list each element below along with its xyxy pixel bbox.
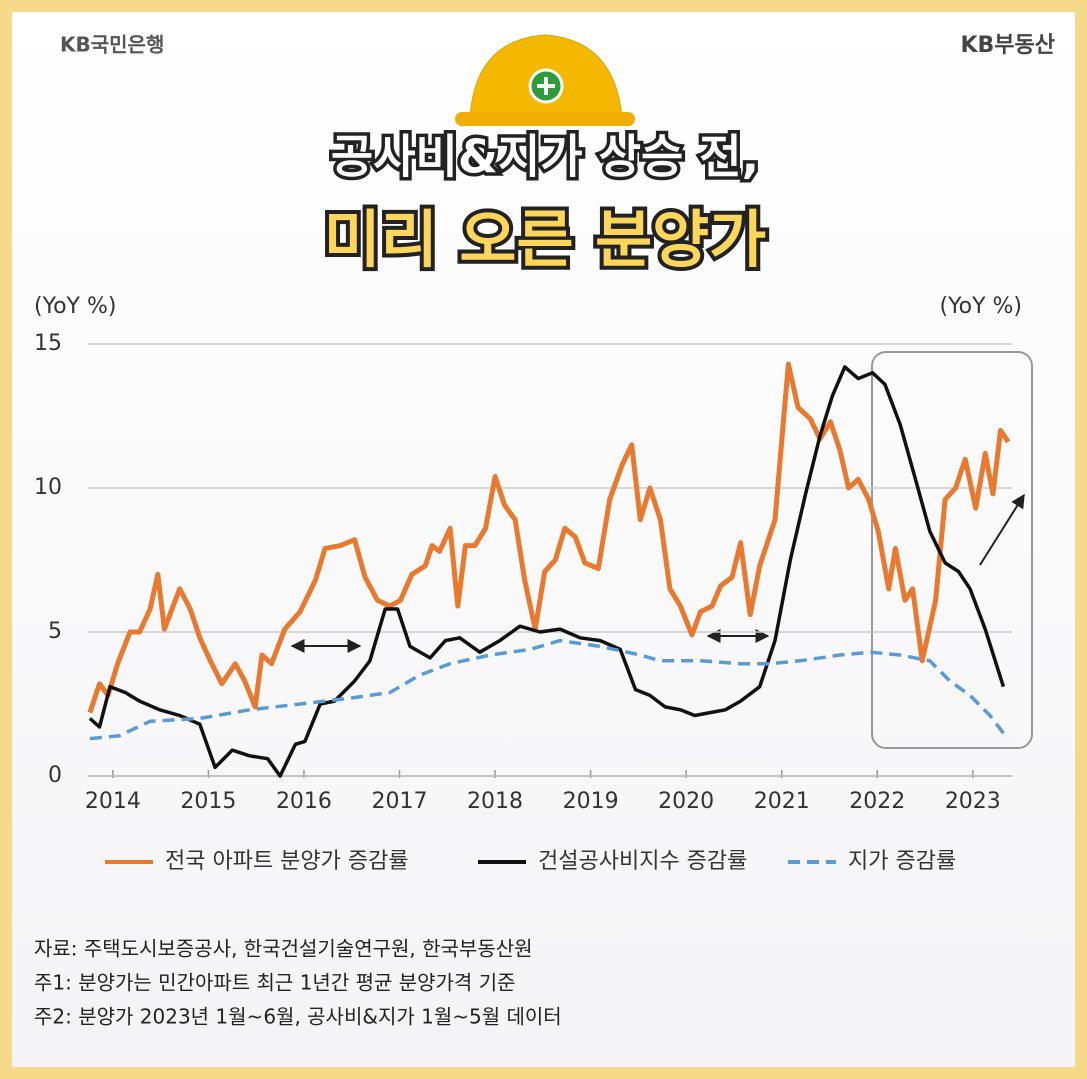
note: 주1: 분양가는 민간아파트 최근 1년간 평균 분양가격 기준 <box>34 971 516 995</box>
x-tick-label: 2020 <box>658 789 714 814</box>
note: 자료: 주택도시보증공사, 한국건설기술연구원, 한국부동산원 <box>34 937 533 961</box>
title-line2: 미리 오른 분양가 <box>324 203 766 276</box>
y-tick-label: 0 <box>48 763 62 788</box>
x-tick-label: 2021 <box>754 789 810 814</box>
series-line <box>89 638 1007 741</box>
legend-label: 전국 아파트 분양가 증감률 <box>165 849 409 874</box>
x-tick-label: 2019 <box>563 789 619 814</box>
rise-arrow <box>979 493 1025 566</box>
legend-label: 건설공사비지수 증감률 <box>538 849 747 874</box>
x-tick-label: 2017 <box>372 789 428 814</box>
x-tick-label: 2016 <box>276 789 332 814</box>
x-tick-label: 2022 <box>849 789 905 814</box>
plus-sign <box>537 77 555 95</box>
series-line <box>87 361 1011 714</box>
chart: 0 5 10 15 2014 2015 2016 2017 2018 2019 2020 2021 20… <box>34 331 1012 874</box>
y-tick-label: 15 <box>34 331 62 356</box>
note: 주2: 분양가 2023년 1월~6월, 공사비&지가 1월~5월 데이터 <box>34 1005 562 1029</box>
helmet-brim <box>455 112 635 126</box>
y2-axis-label: (YoY %) <box>940 294 1022 319</box>
brand-left: KB국민은행 <box>60 33 164 57</box>
panel <box>12 12 1075 1067</box>
highlight-box <box>871 351 1033 749</box>
x-tick-label: 2018 <box>467 789 523 814</box>
x-tick-label: 2015 <box>180 789 236 814</box>
y-tick-label: 5 <box>48 619 62 644</box>
y-tick-label: 10 <box>34 475 62 500</box>
title-line1: 공사비&지가 상승 전, <box>331 130 759 184</box>
series-line <box>88 365 1006 778</box>
brand-right: KB부동산 <box>960 33 1055 58</box>
x-tick-label: 2014 <box>85 789 141 814</box>
y-axis-label: (YoY %) <box>34 294 116 319</box>
x-tick-label: 2023 <box>945 789 1001 814</box>
legend-label: 지가 증감률 <box>848 849 956 874</box>
